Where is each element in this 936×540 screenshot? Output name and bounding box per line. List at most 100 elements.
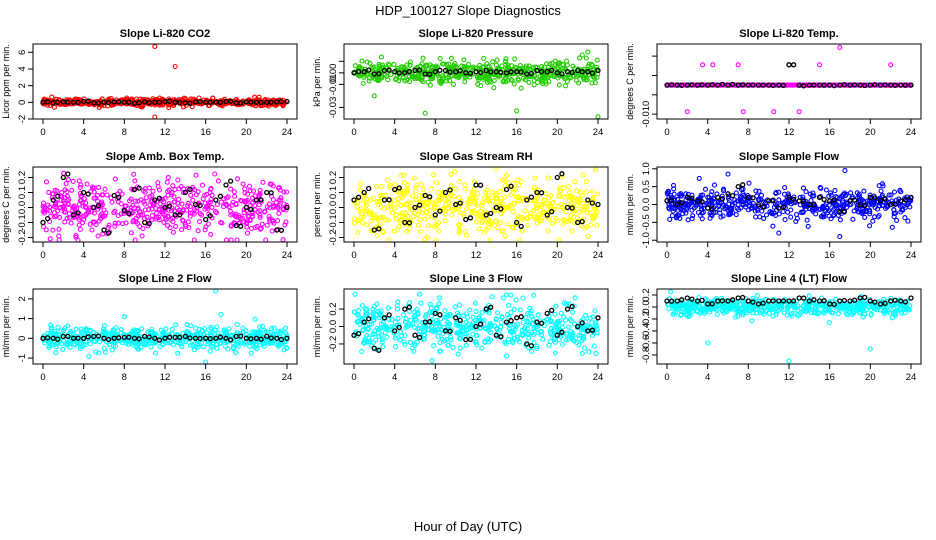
hourly-mean-point: [227, 337, 234, 343]
hourly-mean-point: [892, 82, 898, 88]
hourly-mean-point: [396, 70, 402, 76]
data-point: [589, 80, 595, 86]
hourly-mean-point: [847, 198, 853, 204]
data-point: [491, 222, 497, 229]
data-point: [244, 218, 250, 224]
data-point: [437, 295, 443, 301]
data-point: [480, 74, 486, 80]
hourly-mean-point: [442, 189, 449, 196]
y-tick-label: -2: [17, 115, 28, 123]
data-point: [95, 233, 101, 239]
data-point: [275, 204, 281, 210]
data-point: [785, 209, 791, 215]
data-point: [267, 216, 273, 222]
hourly-mean-point: [392, 69, 398, 75]
data-point: [776, 197, 782, 203]
y-axis-label: ml/min per min.: [1, 296, 11, 358]
data-point: [579, 192, 585, 199]
data-point: [248, 350, 254, 356]
data-point: [193, 172, 199, 178]
hourly-mean-point: [725, 82, 731, 88]
data-point: [244, 224, 250, 230]
y-tick-label: -0.2: [17, 229, 28, 245]
hourly-mean-point: [851, 82, 858, 88]
data-point: [500, 228, 506, 234]
data-point: [558, 310, 564, 316]
data-point: [669, 213, 675, 219]
data-point: [582, 345, 588, 351]
data-point: [246, 183, 253, 189]
data-point: [66, 196, 72, 202]
x-tick-label: 8: [746, 250, 751, 261]
y-tick-label: 0: [17, 336, 28, 341]
hourly-mean-point: [544, 310, 550, 317]
data-point: [489, 198, 495, 204]
data-point: [47, 208, 53, 214]
data-point: [202, 206, 208, 212]
hourly-mean-series: [351, 67, 601, 77]
data-point: [257, 226, 263, 232]
data-point: [487, 237, 493, 243]
data-point: [435, 189, 441, 196]
data-point: [584, 77, 590, 83]
data-point: [580, 172, 587, 178]
data-point: [132, 237, 138, 243]
data-point: [489, 189, 495, 195]
data-point: [234, 237, 240, 243]
hourly-mean-point: [453, 69, 459, 75]
data-point: [85, 210, 91, 216]
data-point: [573, 77, 580, 84]
data-point: [352, 63, 358, 69]
hourly-mean-point: [392, 186, 398, 193]
data-point: [407, 62, 413, 68]
data-point: [163, 326, 169, 332]
data-point: [482, 189, 488, 196]
data-point: [228, 186, 234, 192]
y-tick-label: 2: [17, 296, 28, 301]
data-point: [431, 204, 437, 210]
y-axis-label: ml/min per min.: [625, 174, 635, 236]
hourly-mean-point: [841, 82, 848, 88]
data-point: [163, 215, 169, 221]
data-point: [226, 326, 232, 332]
x-tick-label: 0: [664, 127, 669, 138]
data-point: [119, 98, 125, 104]
data-point: [257, 214, 263, 220]
data-point: [280, 237, 286, 243]
data-point: [263, 237, 269, 243]
x-tick-label: 16: [824, 127, 835, 138]
hourly-mean-series: [664, 62, 914, 89]
hourly-mean-point: [882, 195, 888, 202]
data-point: [472, 199, 478, 205]
data-point: [401, 173, 407, 179]
data-point: [470, 192, 476, 198]
data-point: [228, 237, 234, 243]
data-point: [69, 187, 75, 193]
data-point: [275, 218, 281, 224]
data-point: [388, 201, 394, 207]
y-axis-label: Licor ppm per min.: [1, 44, 11, 119]
hourly-mean-point: [549, 307, 555, 314]
data-point: [170, 229, 176, 235]
data-point: [435, 72, 441, 78]
y-tick-label: 0.00: [328, 64, 339, 83]
data-point: [440, 189, 446, 195]
data-point: [112, 176, 118, 182]
hourly-mean-point: [770, 82, 776, 89]
data-point: [392, 344, 399, 350]
hourly-mean-point: [40, 219, 46, 226]
data-point: [479, 345, 485, 351]
data-point: [40, 224, 47, 230]
scatter-series: [664, 44, 914, 115]
scatter-series: [40, 170, 290, 243]
hourly-mean-point: [851, 197, 858, 203]
data-point: [395, 200, 401, 206]
data-point: [672, 82, 678, 88]
data-point: [81, 214, 87, 220]
data-point: [508, 292, 514, 298]
data-point: [188, 192, 194, 198]
hourly-mean-point: [258, 197, 264, 203]
data-point: [387, 182, 393, 188]
